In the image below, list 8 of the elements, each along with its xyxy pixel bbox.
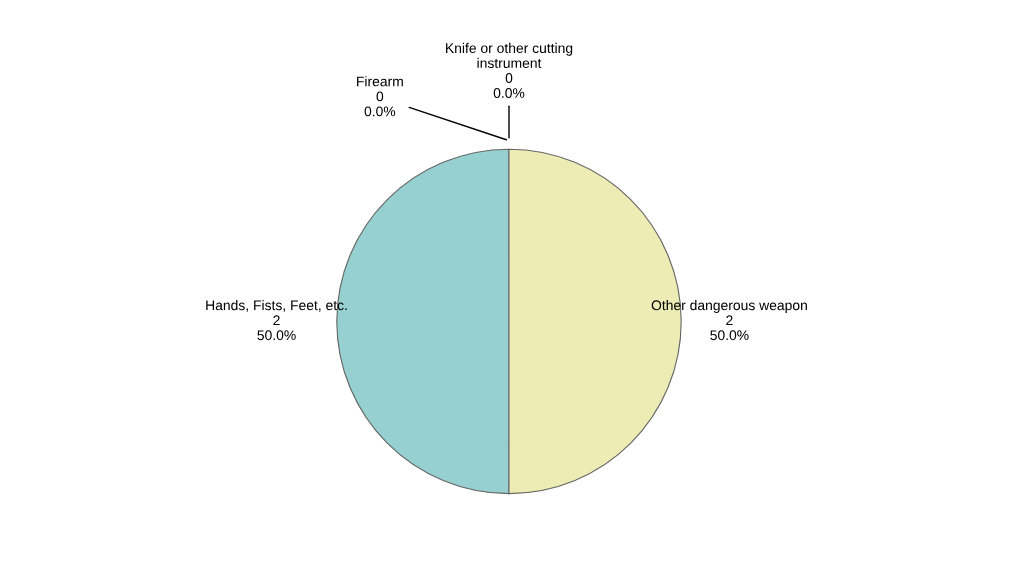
- data-label: 2 50.0%: [710, 315, 749, 341]
- text: 0 0.0%: [364, 91, 396, 117]
- category-label: Firearm: [357, 76, 403, 87]
- text: 0 0.0%: [493, 73, 525, 98]
- slice-label: Other dangerous weapon: [651, 300, 807, 313]
- category-label: Knife or other cutting instrument: [446, 42, 573, 68]
- data-label: 2 50.0%: [257, 315, 296, 341]
- slice-label: Hands, Fists, Feet, etc.: [206, 300, 347, 312]
